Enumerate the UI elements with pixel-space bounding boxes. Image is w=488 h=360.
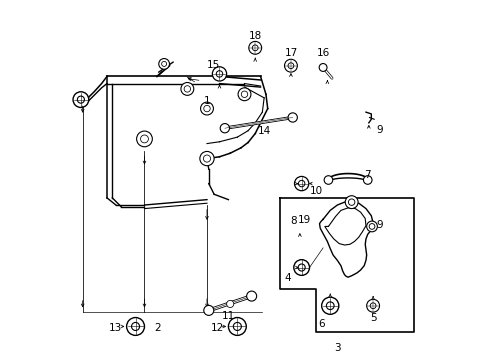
Circle shape bbox=[184, 86, 190, 92]
Polygon shape bbox=[319, 202, 372, 277]
Circle shape bbox=[284, 59, 297, 72]
Text: 5: 5 bbox=[370, 312, 376, 323]
Circle shape bbox=[203, 305, 213, 315]
Text: 7: 7 bbox=[363, 170, 369, 180]
Circle shape bbox=[238, 88, 250, 101]
Circle shape bbox=[140, 135, 148, 143]
Text: 8: 8 bbox=[290, 216, 297, 226]
Circle shape bbox=[77, 96, 84, 103]
Circle shape bbox=[363, 176, 371, 184]
Circle shape bbox=[200, 102, 213, 115]
Circle shape bbox=[287, 63, 293, 69]
Circle shape bbox=[73, 92, 88, 108]
Circle shape bbox=[325, 302, 333, 310]
Circle shape bbox=[293, 260, 309, 275]
Text: 3: 3 bbox=[333, 343, 340, 353]
Circle shape bbox=[369, 303, 375, 309]
Circle shape bbox=[126, 318, 144, 336]
Text: 6: 6 bbox=[317, 319, 324, 329]
Circle shape bbox=[366, 299, 379, 312]
Circle shape bbox=[212, 67, 226, 81]
Text: 15: 15 bbox=[206, 60, 220, 70]
Circle shape bbox=[252, 45, 258, 51]
Circle shape bbox=[159, 59, 169, 69]
Text: 12: 12 bbox=[211, 323, 224, 333]
Text: 13: 13 bbox=[109, 323, 122, 333]
Text: 17: 17 bbox=[284, 48, 297, 58]
Circle shape bbox=[216, 71, 222, 77]
Text: 9: 9 bbox=[375, 220, 382, 230]
Circle shape bbox=[162, 62, 166, 66]
Circle shape bbox=[246, 291, 256, 301]
Circle shape bbox=[131, 323, 139, 330]
Circle shape bbox=[203, 105, 210, 112]
Circle shape bbox=[181, 82, 193, 95]
Circle shape bbox=[241, 91, 247, 98]
Text: 19: 19 bbox=[297, 215, 310, 225]
Circle shape bbox=[220, 123, 229, 133]
Text: 14: 14 bbox=[257, 126, 270, 136]
Circle shape bbox=[226, 300, 233, 307]
Text: 16: 16 bbox=[316, 48, 329, 58]
Circle shape bbox=[287, 113, 297, 122]
Circle shape bbox=[203, 155, 210, 162]
Circle shape bbox=[368, 224, 374, 229]
Text: 4: 4 bbox=[284, 273, 290, 283]
Circle shape bbox=[248, 41, 261, 54]
Circle shape bbox=[348, 199, 354, 205]
Polygon shape bbox=[280, 198, 413, 332]
Text: 10: 10 bbox=[309, 186, 322, 196]
Text: 11: 11 bbox=[222, 311, 235, 321]
Circle shape bbox=[228, 318, 246, 336]
Text: 1: 1 bbox=[203, 96, 210, 107]
Circle shape bbox=[233, 323, 241, 330]
Circle shape bbox=[345, 196, 357, 208]
Circle shape bbox=[366, 221, 377, 232]
Circle shape bbox=[324, 176, 332, 184]
Circle shape bbox=[321, 297, 338, 314]
Circle shape bbox=[200, 152, 214, 166]
Circle shape bbox=[294, 176, 308, 191]
Circle shape bbox=[298, 264, 305, 271]
Circle shape bbox=[298, 180, 304, 187]
Text: 2: 2 bbox=[154, 323, 161, 333]
Circle shape bbox=[319, 64, 326, 71]
Text: 18: 18 bbox=[248, 31, 261, 41]
Text: 9: 9 bbox=[375, 125, 382, 135]
Circle shape bbox=[136, 131, 152, 147]
